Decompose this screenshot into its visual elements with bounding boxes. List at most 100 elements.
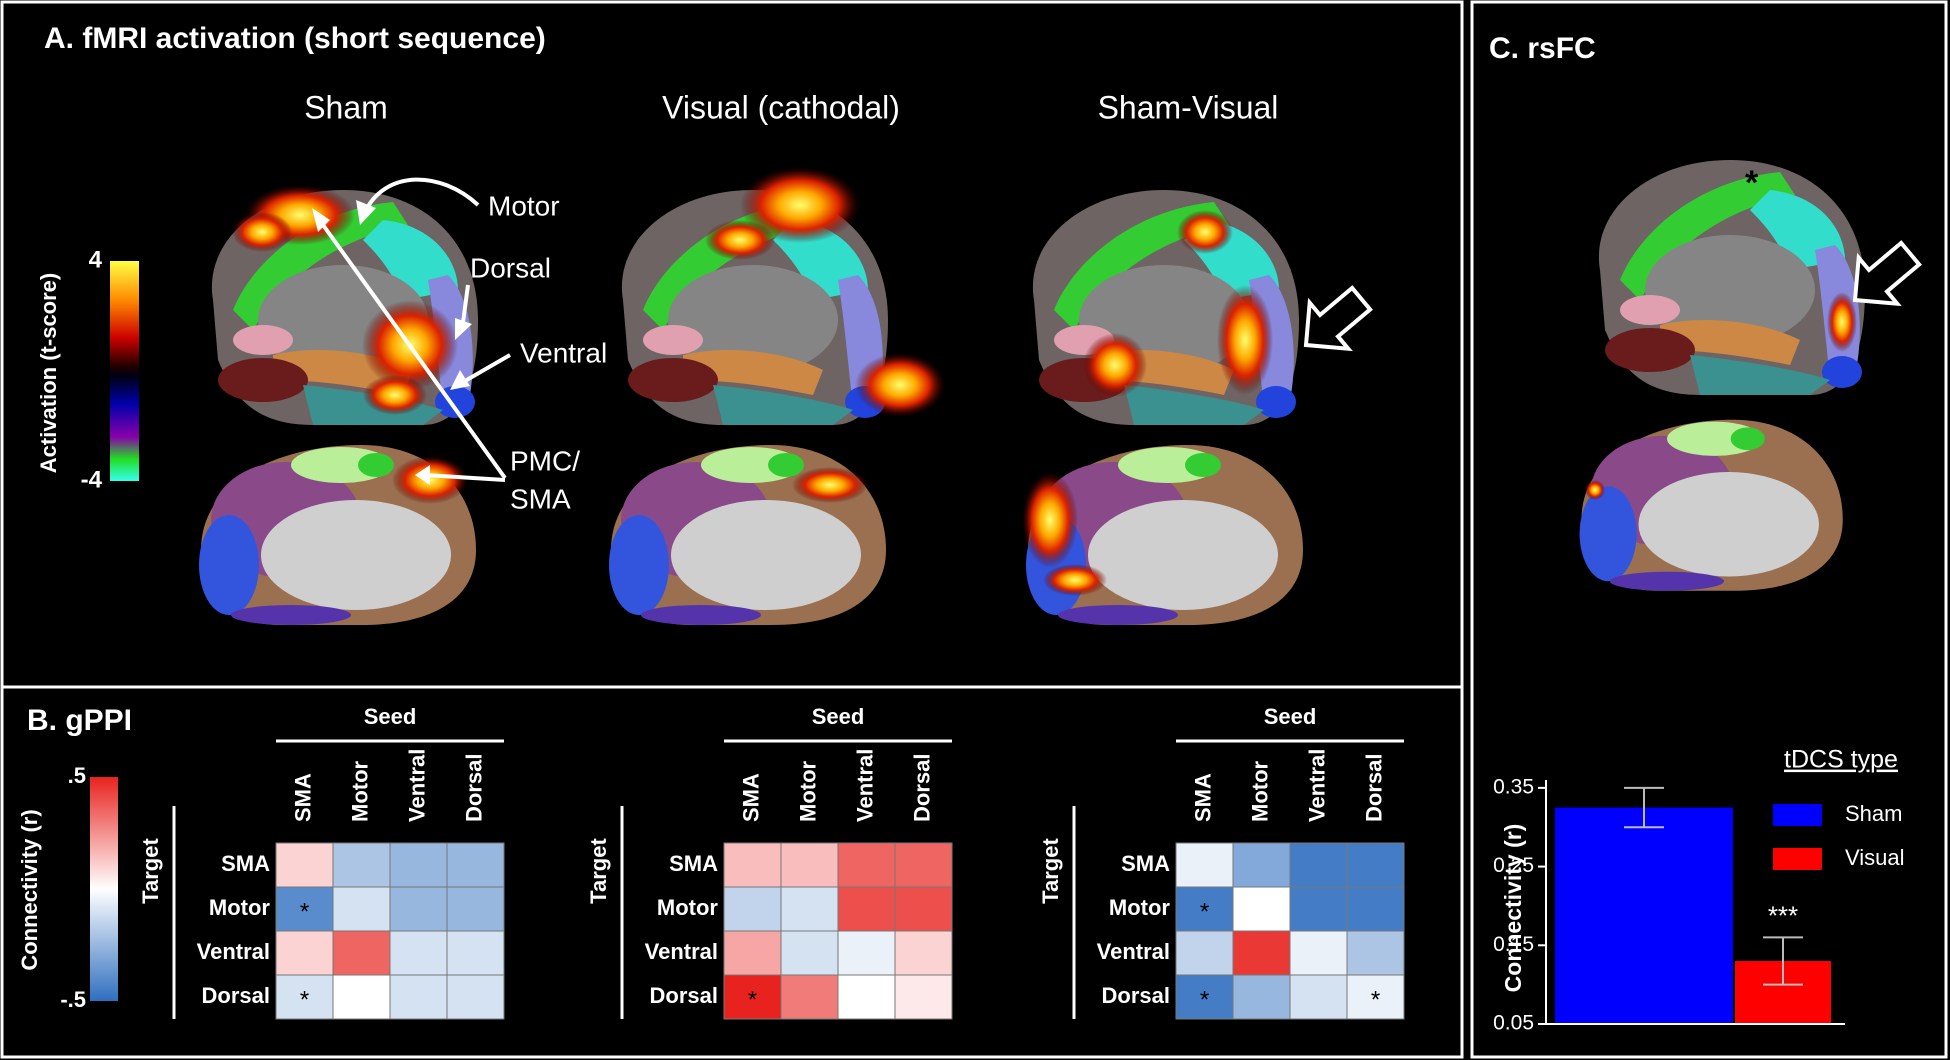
arrow-heads (312, 200, 472, 485)
heatmap-cell (723, 842, 782, 888)
row-label: Ventral (197, 939, 270, 964)
significance-marker: * (1200, 899, 1209, 926)
legend-label: Sham (1845, 801, 1902, 826)
column-label: SMA (290, 773, 315, 822)
axis-title: Seed (1264, 704, 1317, 729)
y-axis-label: Connectivity (r) (1500, 824, 1526, 993)
brain-medial (199, 419, 1843, 625)
heatmap-cell (1289, 974, 1348, 1020)
legend-swatch (1773, 804, 1822, 826)
column-label: Dorsal (909, 754, 934, 822)
y-tick-label: 0.05 (1493, 1012, 1534, 1035)
colorbar-label: Activation (t-score) (36, 273, 61, 473)
heatmap-cell (332, 886, 391, 932)
heatmap-cell (275, 842, 334, 888)
heatmap-cell (894, 886, 953, 932)
heatmap-cell (780, 930, 839, 976)
condition-label: Visual (cathodal) (662, 89, 900, 125)
heatmap-cell (446, 886, 505, 932)
heatmap-cell (275, 930, 334, 976)
heatmap-cell (1232, 886, 1291, 932)
region-label: Ventral (520, 337, 607, 368)
heatmap-cell (1175, 842, 1234, 888)
row-label: SMA (1121, 851, 1170, 876)
column-label: Ventral (404, 749, 429, 822)
significance-marker: * (748, 987, 757, 1014)
heatmap-cell (894, 930, 953, 976)
heatmap-cell (1175, 886, 1234, 932)
heatmap-cell (446, 930, 505, 976)
row-label: Dorsal (1102, 983, 1170, 1008)
row-label: SMA (669, 851, 718, 876)
hollow-arrow (1852, 240, 1922, 307)
heatmap-cell (894, 842, 953, 888)
colorbar-tick-label: -.5 (60, 987, 86, 1012)
column-label: Dorsal (461, 754, 486, 822)
heatmap-cell (1289, 886, 1348, 932)
axis-title: Seed (812, 704, 865, 729)
y-tick-label: 0.35 (1493, 775, 1534, 798)
axis-title: Target (586, 838, 611, 904)
heatmap-cell (1289, 930, 1348, 976)
row-label: SMA (221, 851, 270, 876)
heatmap-cell (1289, 842, 1348, 888)
column-label: Ventral (852, 749, 877, 822)
hollow-arrow (1303, 285, 1373, 352)
axis-title: Target (138, 838, 163, 904)
y-tick-label: 0.15 (1493, 933, 1534, 956)
heatmap-cell (446, 974, 505, 1020)
panel-title: A. fMRI activation (short sequence) (44, 22, 546, 55)
heatmap-cell (1232, 930, 1291, 976)
row-label: Motor (657, 895, 719, 920)
significance-marker: * (1745, 164, 1759, 202)
heatmap-cell (332, 974, 391, 1020)
heatmap-cell (389, 930, 448, 976)
significance-marker: * (300, 987, 309, 1014)
column-label: SMA (738, 773, 763, 822)
heatmap-cell (1346, 974, 1405, 1020)
bar (1555, 807, 1733, 1024)
colorbar-label: Connectivity (r) (17, 809, 42, 970)
heatmap-cell (1175, 974, 1234, 1020)
heatmap-cell (389, 842, 448, 888)
column-label: Motor (795, 760, 820, 822)
heatmap-cell (275, 886, 334, 932)
row-label: Ventral (1097, 939, 1170, 964)
panel-title: C. rsFC (1489, 32, 1596, 65)
panel-frame (0, 0, 1464, 1059)
heatmap-cell (837, 886, 896, 932)
heatmap-cell (780, 842, 839, 888)
column-label: Ventral (1304, 749, 1329, 822)
heatmap-cell (837, 930, 896, 976)
heatmap-cell (389, 974, 448, 1020)
heatmap-cell (780, 974, 839, 1020)
region-label: SMA (510, 483, 571, 514)
significance-marker: * (300, 899, 309, 926)
heatmap-cell (723, 886, 782, 932)
heatmap-cell (723, 930, 782, 976)
colorbar-tick-label: -4 (81, 466, 103, 493)
connectivity-colorbar (90, 777, 118, 1001)
region-label: PMC/ (510, 445, 580, 476)
significance-marker: *** (1768, 900, 1798, 930)
heatmap-cell (389, 886, 448, 932)
column-label: SMA (1190, 773, 1215, 822)
heatmap-cell (1346, 930, 1405, 976)
panel-frame (1470, 0, 1948, 1059)
activation-colorbar (110, 261, 139, 481)
colorbar-tick-label: .5 (68, 763, 86, 788)
heatmap-cell (1232, 842, 1291, 888)
heatmap-cell (894, 974, 953, 1020)
heatmap-cell (275, 974, 334, 1020)
panel-title: B. gPPI (27, 704, 132, 737)
heatmap-cell (1346, 886, 1405, 932)
row-label: Dorsal (202, 983, 270, 1008)
colorbar-tick-label: 4 (89, 246, 103, 273)
condition-label: Sham (304, 89, 388, 125)
axis-title: Seed (364, 704, 417, 729)
error-bar (1763, 936, 1803, 986)
heatmap-cell (723, 974, 782, 1020)
region-label: Dorsal (470, 252, 551, 283)
significance-marker: * (1200, 987, 1209, 1014)
heatmap-cell (1175, 930, 1234, 976)
